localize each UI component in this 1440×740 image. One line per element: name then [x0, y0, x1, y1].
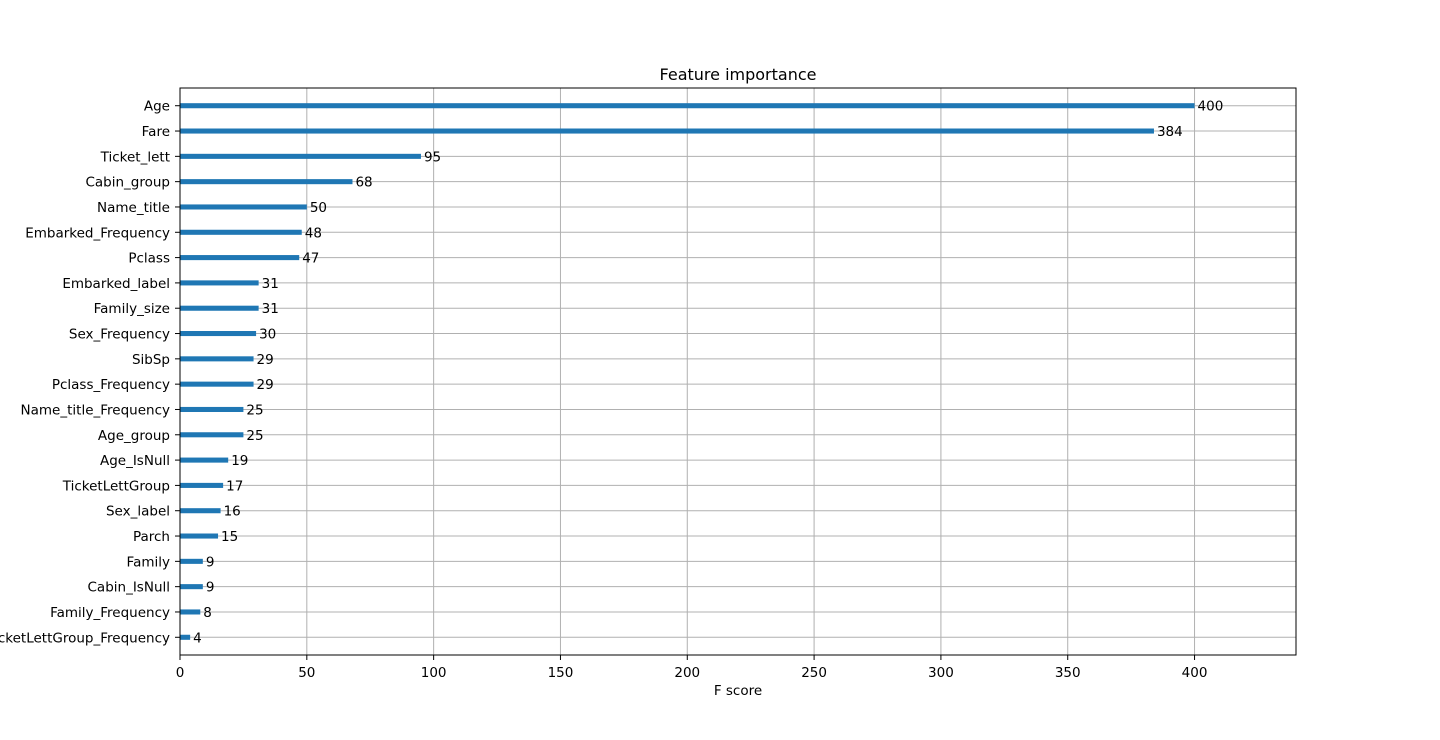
y-tick-label: Pclass [128, 251, 170, 267]
bar-value-label: 17 [226, 478, 243, 494]
y-tick-label: Sex_Frequency [69, 327, 170, 343]
bar [180, 103, 1195, 109]
bar-value-label: 16 [224, 504, 241, 520]
bar [180, 457, 229, 463]
bar-value-label: 48 [305, 225, 322, 241]
bar-value-label: 31 [262, 276, 279, 292]
bar [180, 280, 259, 286]
bar [180, 179, 353, 185]
bar-value-label: 30 [259, 327, 276, 343]
tick-layer: 0 50 100 150 200 250 300 350 400 Age Fare Ticket_le… [0, 99, 1207, 681]
y-tick-label: Cabin_group [85, 175, 170, 191]
bar [180, 558, 203, 564]
bar-value-label: 50 [310, 200, 327, 216]
y-tick-label: Family_Frequency [50, 605, 170, 621]
bar-value-label: 47 [302, 251, 319, 267]
bar-value-label: 9 [206, 580, 215, 596]
bar-value-label: 9 [206, 554, 215, 570]
bar-value-label: 31 [262, 301, 279, 317]
y-tick-label: Family [127, 554, 170, 570]
x-tick-label: 150 [548, 665, 574, 681]
y-tick-label: Pclass_Frequency [52, 377, 170, 393]
bar [180, 356, 254, 362]
bar-value-label: 4 [193, 630, 202, 646]
bar-layer: 400 384 95 68 50 48 47 31 31 30 29 29 25 25 19 17 16 15 9 9… [180, 99, 1224, 646]
y-tick-label: Name_title_Frequency [21, 402, 170, 418]
bar-value-label: 15 [221, 529, 238, 545]
bar [180, 432, 244, 438]
x-tick-label: 0 [176, 665, 185, 681]
x-tick-label: 250 [801, 665, 827, 681]
bar [180, 153, 421, 159]
bar [180, 482, 224, 488]
y-tick-label: TicketLettGroup_Frequency [0, 630, 170, 646]
bar [180, 609, 201, 615]
bar-value-label: 8 [203, 605, 212, 621]
bar-value-label: 25 [246, 428, 263, 444]
bar [180, 305, 259, 311]
bar-value-label: 29 [257, 352, 274, 368]
y-tick-label: Name_title [97, 200, 170, 216]
chart-title: Feature importance [660, 65, 817, 84]
x-tick-label: 300 [928, 665, 954, 681]
y-tick-label: Ticket_lett [100, 149, 170, 165]
y-tick-label: Age [144, 99, 170, 115]
bar [180, 634, 191, 640]
bar [180, 508, 221, 514]
bar [180, 255, 300, 261]
bar [180, 406, 244, 412]
x-tick-label: 350 [1055, 665, 1081, 681]
bar [180, 331, 257, 337]
bar-value-label: 95 [424, 149, 441, 165]
grid-layer [179, 88, 1296, 655]
bar-value-label: 29 [257, 377, 274, 393]
bar-value-label: 400 [1198, 99, 1224, 115]
bar [180, 229, 302, 235]
y-tick-label: TicketLettGroup [62, 478, 170, 494]
bar [180, 128, 1154, 134]
y-tick-label: Parch [133, 529, 170, 545]
bar-value-label: 384 [1157, 124, 1183, 140]
y-tick-label: Sex_label [106, 504, 170, 520]
bar-value-label: 25 [246, 402, 263, 418]
x-tick-label: 100 [421, 665, 447, 681]
y-tick-label: Family_size [94, 301, 170, 317]
x-tick-label: 200 [674, 665, 700, 681]
bar [180, 584, 203, 590]
bar [180, 381, 254, 387]
y-tick-label: Age_group [98, 428, 170, 444]
bar-value-label: 68 [355, 175, 372, 191]
y-tick-label: Age_IsNull [100, 453, 170, 469]
y-tick-label: Embarked_label [62, 276, 170, 292]
y-tick-label: SibSp [132, 352, 170, 368]
x-tick-label: 50 [298, 665, 315, 681]
plot-frame [179, 87, 1297, 656]
x-axis-label: F score [714, 683, 762, 699]
bar [180, 204, 307, 210]
bar [180, 533, 219, 539]
y-tick-label: Fare [142, 124, 170, 140]
y-tick-label: Embarked_Frequency [25, 225, 170, 241]
y-tick-label: Cabin_IsNull [88, 580, 171, 596]
x-tick-label: 400 [1182, 665, 1208, 681]
bar-value-label: 19 [231, 453, 248, 469]
